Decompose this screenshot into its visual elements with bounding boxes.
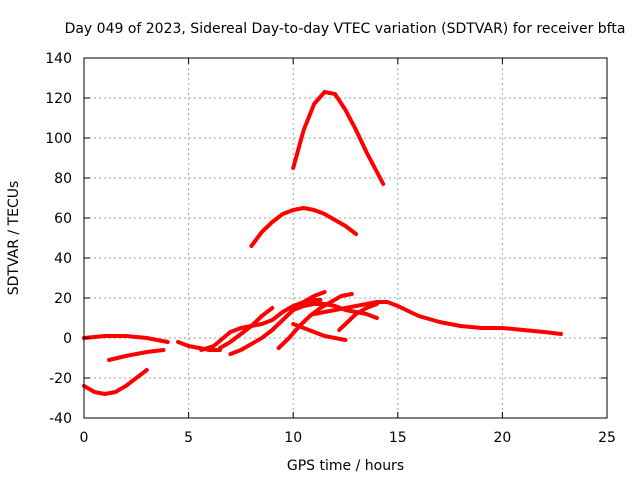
series-line-arc-mid (249, 206, 358, 248)
series-line-arc-neg (82, 368, 149, 396)
series-line-arc-small-rise (107, 348, 166, 362)
x-tick-label: 20 (493, 430, 511, 446)
x-tick-label: 10 (284, 430, 302, 446)
series-line-arc-f (291, 322, 348, 342)
series-line-arc-dip (176, 340, 222, 352)
series-line-arc-b (218, 306, 275, 350)
series-line-arc-near-zero (82, 334, 170, 344)
y-tick-label: 100 (45, 131, 72, 147)
series-line-arc-high (291, 90, 386, 186)
series-line-arc-long (312, 300, 563, 336)
tick-layer: -40 -20 0 20 40 60 80 100 120 140 0 5 10 15 20 25 (45, 51, 616, 446)
chart-title: Day 049 of 2023, Sidereal Day-to-day VTE… (65, 21, 626, 37)
x-tick-label: 5 (184, 430, 193, 446)
y-tick-label: 0 (63, 331, 72, 347)
y-tick-label: -20 (49, 371, 72, 387)
y-tick-label: 20 (54, 291, 72, 307)
y-tick-label: 60 (54, 211, 72, 227)
series-line-arc-c (228, 290, 327, 356)
y-tick-label: 80 (54, 171, 72, 187)
x-axis-label: GPS time / hours (287, 458, 404, 474)
x-tick-label: 25 (598, 430, 616, 446)
x-tick-label: 15 (389, 430, 407, 446)
y-axis-label: SDTVAR / TECUs (6, 181, 22, 296)
y-tick-label: -40 (49, 411, 72, 427)
series-line-arc-d (276, 292, 354, 350)
series-layer (82, 90, 563, 396)
series-line-arc-g (337, 302, 379, 332)
series-line-arc-e (291, 302, 379, 320)
y-tick-label: 140 (45, 51, 72, 67)
plot-frame (83, 57, 608, 419)
y-tick-label: 120 (45, 91, 72, 107)
x-tick-label: 0 (80, 430, 89, 446)
y-tick-label: 40 (54, 251, 72, 267)
